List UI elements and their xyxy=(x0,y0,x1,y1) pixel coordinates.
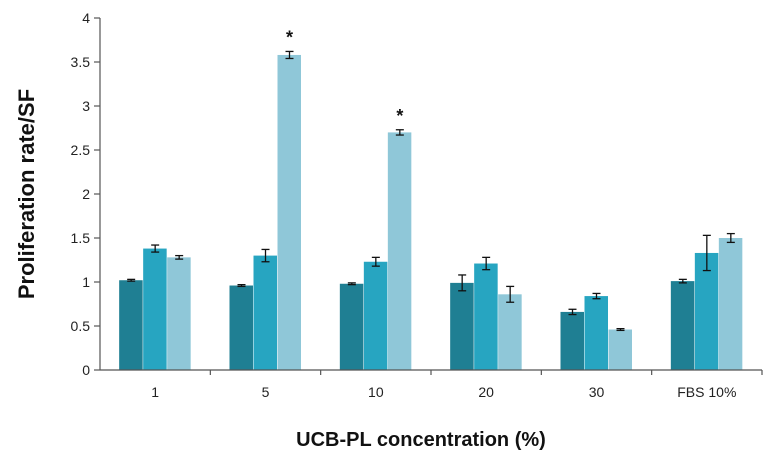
bar xyxy=(670,281,695,370)
y-axis-ticks: 0 0.5 1 1.5 2 2.5 3 3.5 4 xyxy=(71,10,100,378)
y-tick-label: 3.5 xyxy=(71,54,91,70)
bar xyxy=(339,283,364,370)
bar xyxy=(560,311,584,370)
x-category-label: 30 xyxy=(589,384,605,400)
bar xyxy=(498,294,522,370)
bar xyxy=(450,282,474,370)
bars xyxy=(119,54,743,371)
bar xyxy=(119,280,143,370)
bar xyxy=(167,257,191,370)
y-tick-label: 1.5 xyxy=(71,230,91,246)
y-tick-label: 3 xyxy=(82,98,90,114)
error-bars xyxy=(127,50,735,332)
bar xyxy=(608,329,632,370)
x-category-label: FBS 10% xyxy=(677,384,736,400)
bar xyxy=(718,238,743,370)
bar xyxy=(143,248,167,370)
bar xyxy=(229,285,253,370)
bar xyxy=(253,255,277,370)
significance-marker: * xyxy=(396,106,403,126)
bar xyxy=(363,261,388,370)
y-tick-label: 0.5 xyxy=(71,318,91,334)
x-category-label: 20 xyxy=(478,384,494,400)
bar xyxy=(584,296,608,370)
y-tick-label: 1 xyxy=(82,274,90,290)
bar xyxy=(387,132,412,370)
significance-marker: * xyxy=(286,27,293,47)
x-axis-title: UCB-PL concentration (%) xyxy=(296,429,546,451)
annotations: ** xyxy=(286,27,403,125)
y-tick-label: 2.5 xyxy=(71,142,91,158)
bar xyxy=(694,252,719,370)
y-tick-label: 4 xyxy=(82,10,90,26)
bar xyxy=(474,263,498,370)
x-category-label: 10 xyxy=(368,384,384,400)
y-tick-label: 0 xyxy=(82,362,90,378)
x-category-label: 1 xyxy=(151,384,159,400)
x-axis-categories: 1 5 10 20 30 FBS 10% xyxy=(151,370,763,400)
x-category-label: 5 xyxy=(262,384,270,400)
y-tick-label: 2 xyxy=(82,186,90,202)
y-axis-title: Proliferation rate/SF xyxy=(14,89,39,299)
bar xyxy=(277,54,301,371)
